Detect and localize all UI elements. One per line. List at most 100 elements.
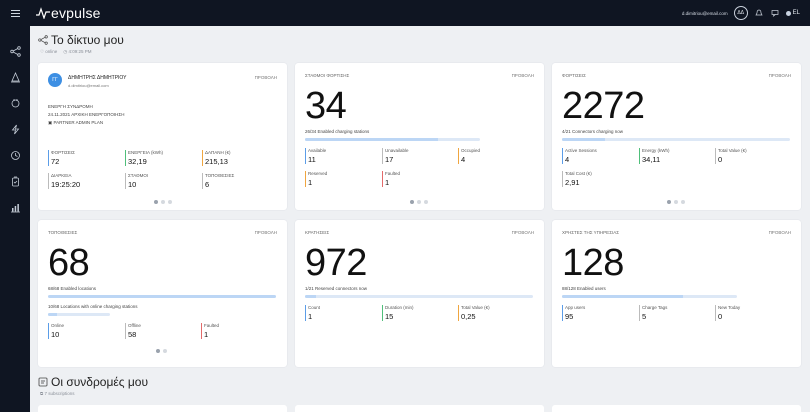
stat-energy-kwh: Energy (kWh) 34,11 <box>639 148 670 164</box>
carousel-dots[interactable] <box>156 349 167 353</box>
user-email[interactable]: d.dimitriou@email.com <box>681 10 728 16</box>
page-title-text: Το δίκτυο μου <box>51 33 124 47</box>
profile-email: d.dimitriou@email.com <box>68 83 109 88</box>
hamburger-icon <box>10 12 20 14</box>
stat-count: Count 1 <box>305 305 320 321</box>
stat-duration: ΔΙΑΡΚΕΙΑ 19:25:20 <box>48 173 80 189</box>
stations-progress <box>305 138 480 141</box>
stat-duration-min: Duration (min) 15 <box>382 305 414 321</box>
stat-offline: Offline 58 <box>125 323 141 339</box>
stat-online: Online 10 <box>48 323 64 339</box>
charges-title: ΦΟΡΤΙΣΕΙΣ <box>562 73 586 78</box>
stat-app-users: App users 95 <box>562 305 585 321</box>
reservations-progress <box>305 295 533 298</box>
locations-title: ΤΟΠΟΘΕΣΙΕΣ <box>48 230 78 235</box>
subscription-status: ΕΝΕΡΓΗ ΣΥΝΔΡΟΜΗ <box>48 104 93 109</box>
sidebar-location-icon[interactable] <box>9 71 21 83</box>
locations-progress <box>48 295 276 298</box>
stations-caption: 26/34 Enabled charging stations <box>305 129 370 134</box>
user-avatar[interactable]: ΔΔ <box>733 6 748 20</box>
top-bar: evpulse d.dimitriou@email.com ΔΔ EL <box>0 0 810 26</box>
charges-card: ΦΟΡΤΙΣΕΙΣ ΠΡΟΒΟΛΗ 2272 4/21 Connectors c… <box>552 63 801 210</box>
reservations-count: 972 <box>305 242 367 284</box>
stat-available: Available 11 <box>305 148 326 164</box>
stations-card: ΣΤΑΘΜΟΙ ΦΟΡΤΙΣΗΣ ΠΡΟΒΟΛΗ 34 26/34 Enable… <box>295 63 544 210</box>
stat-faulted: Faulted 1 <box>382 171 400 187</box>
carousel-dots[interactable] <box>667 200 685 204</box>
users-title: ΧΡΗΣΤΕΣ ΤΗΣ ΥΠΗΡΕΣΙΑΣ <box>562 230 620 235</box>
stat-active-sessions: Active Sessions 4 <box>562 148 597 164</box>
stat-reserved: Reserved 1 <box>305 171 327 187</box>
sidebar <box>0 26 30 412</box>
subscription-card <box>295 405 544 412</box>
page-title: Το δίκτυο μου <box>38 33 124 47</box>
carousel-dots[interactable] <box>154 200 172 204</box>
stat-stations: ΣΤΑΘΜΟΙ 10 <box>125 173 148 189</box>
activation-date: 24.11.2021 ΑΡΧΙΚΗ ΕΝΕΡΓΟΠΟΙΗΣΗ <box>48 112 125 117</box>
subscriptions-title-text: Οι συνδρομές μου <box>51 375 149 389</box>
sidebar-clock-icon[interactable] <box>9 149 21 161</box>
stat-new-today: New Today 0 <box>715 305 740 321</box>
notifications-icon[interactable] <box>754 8 764 18</box>
reservations-card: ΚΡΑΤΗΣΕΙΣ ΠΡΟΒΟΛΗ 972 1/21 Reserved conn… <box>295 220 544 367</box>
stat-charges: ΦΟΡΤΙΣΕΙΣ 72 <box>48 150 75 166</box>
stations-count: 34 <box>305 85 347 127</box>
stat-total-cost: Total Cost (€) 2,91 <box>562 171 592 187</box>
users-progress <box>562 295 737 298</box>
reservations-title: ΚΡΑΤΗΣΕΙΣ <box>305 230 330 235</box>
locations-caption: 68/68 Enabled locations <box>48 286 97 291</box>
avatar: ΓΓ <box>48 73 62 87</box>
sidebar-bolt-icon[interactable] <box>9 123 21 135</box>
sidebar-plug-icon[interactable] <box>9 97 21 109</box>
sidebar-chart-icon[interactable] <box>9 201 21 213</box>
stations-view-link[interactable]: ΠΡΟΒΟΛΗ <box>511 73 534 78</box>
stat-cost: ΔΑΠΑΝΗ (€) 215,13 <box>202 150 231 166</box>
stations-title: ΣΤΑΘΜΟΙ ΦΟΡΤΙΣΗΣ <box>305 73 350 78</box>
menu-toggle-button[interactable] <box>0 0 30 26</box>
locations-card: ΤΟΠΟΘΕΣΙΕΣ ΠΡΟΒΟΛΗ 68 68/68 Enabled loca… <box>38 220 287 367</box>
subscriptions-count: ⧉ 7 subscriptions <box>40 391 75 396</box>
reservations-caption: 1/21 Reserved connectors now <box>305 286 368 291</box>
stat-reservation-value: Total Value (€) 0,25 <box>458 305 490 321</box>
subscription-card <box>552 405 801 412</box>
globe-icon <box>785 10 791 16</box>
logo[interactable]: evpulse <box>36 5 101 21</box>
users-view-link[interactable]: ΠΡΟΒΟΛΗ <box>768 230 791 235</box>
messages-icon[interactable] <box>770 8 780 18</box>
status-online: ♡ online <box>40 49 58 54</box>
stat-unavailable: Unavailable 17 <box>382 148 409 164</box>
charges-caption: 4/21 Connectors charging now <box>562 129 624 134</box>
subscription-card <box>38 405 287 412</box>
charges-count: 2272 <box>562 85 645 127</box>
reservations-view-link[interactable]: ΠΡΟΒΟΛΗ <box>511 230 534 235</box>
locations-online-caption: 10/68 Locations with online charging sta… <box>48 304 138 309</box>
profile-view-link[interactable]: ΠΡΟΒΟΛΗ <box>254 75 277 80</box>
stat-energy: ΕΝΕΡΓΕΙΑ (kWh) 32,19 <box>125 150 163 166</box>
charges-progress <box>562 138 790 141</box>
language-selector[interactable]: EL <box>785 10 800 16</box>
network-icon <box>38 35 48 45</box>
logo-text: evpulse <box>51 5 101 21</box>
plan-name: ▣ PARTNER ADMIN PLAN <box>48 120 104 125</box>
users-count: 128 <box>562 242 624 284</box>
stat-charge-tags: Charge Tags 5 <box>639 305 667 321</box>
page-status: ♡ online ◷ 4:09:25 PM <box>40 49 92 55</box>
pulse-logo-icon <box>36 7 50 19</box>
profile-name: ΔΗΜΗΤΡΗΣ ΔΗΜΗΤΡΙΟΥ <box>68 75 127 81</box>
stat-locations: ΤΟΠΟΘΕΣΙΕΣ 6 <box>202 173 234 189</box>
stat-locations-faulted: Faulted 1 <box>201 323 219 339</box>
stat-total-value: Total Value (€) 0 <box>715 148 747 164</box>
stat-occupied: Occupied 4 <box>458 148 480 164</box>
subscriptions-title: Οι συνδρομές μου <box>38 375 148 389</box>
locations-count: 68 <box>48 242 90 284</box>
locations-online-progress <box>48 313 110 316</box>
carousel-dots[interactable] <box>410 200 428 204</box>
language-label: EL <box>792 10 800 16</box>
sidebar-reservation-icon[interactable] <box>9 175 21 187</box>
subscriptions-icon <box>38 377 48 387</box>
sidebar-network-icon[interactable] <box>9 45 21 57</box>
charges-view-link[interactable]: ΠΡΟΒΟΛΗ <box>768 73 791 78</box>
locations-view-link[interactable]: ΠΡΟΒΟΛΗ <box>254 230 277 235</box>
users-caption: 88/128 Enabled users <box>562 286 606 291</box>
profile-card: ΠΡΟΒΟΛΗ <box>38 63 287 210</box>
